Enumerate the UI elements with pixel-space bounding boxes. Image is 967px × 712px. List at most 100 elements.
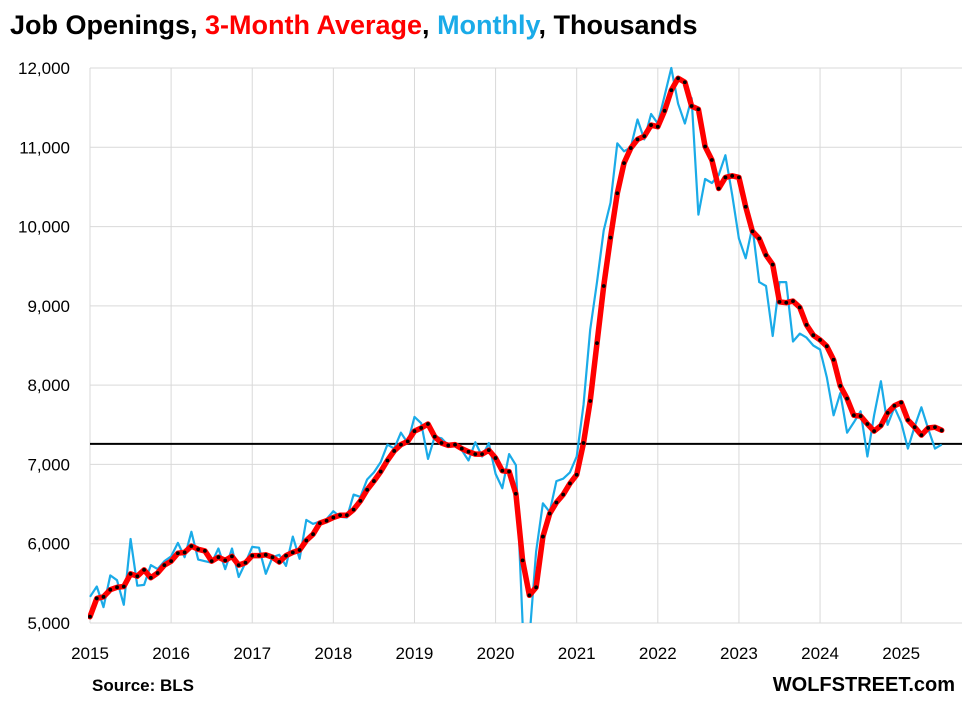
average-point [290,550,295,555]
average-point [439,441,444,445]
y-tick-label: 7,000 [27,455,70,474]
source-note: Source: BLS [92,676,195,695]
x-tick-label: 2017 [233,644,271,663]
chart-title: Job Openings, 3-Month Average, Monthly, … [10,10,698,41]
average-point [412,429,417,434]
average-point [473,452,478,457]
average-point [716,186,721,191]
average-point [926,426,931,430]
average-point [243,560,248,565]
average-point [209,559,214,564]
average-point [378,469,383,474]
average-point [527,593,532,598]
average-point [250,553,255,558]
average-point [317,521,322,525]
average-point [554,500,559,505]
average-point [791,299,795,303]
gridlines [89,67,962,624]
average-point [175,551,180,556]
average-point [601,284,606,288]
average-point [906,418,910,422]
average-point [628,146,633,150]
average-point [331,515,336,520]
average-point [899,400,904,405]
average-point [392,449,397,453]
average-point [649,123,653,127]
average-point [534,585,539,590]
average-point [703,144,708,149]
average-point [426,422,430,426]
average-point [405,439,410,444]
x-tick-label: 2022 [639,644,677,663]
average-point [878,423,883,428]
average-point [500,468,505,473]
average-point [311,532,315,537]
average-point [101,594,106,599]
series-group [88,66,945,623]
average-point [432,434,437,439]
monthly-series-line [89,66,943,623]
average-point [939,428,944,433]
average-point [845,396,849,401]
average-point [88,614,92,619]
average-point [459,446,464,451]
x-tick-label: 2015 [71,644,109,663]
average-point [466,449,471,454]
y-tick-label: 10,000 [18,218,70,237]
average-point [372,479,376,483]
average-point [757,236,762,241]
average-point [540,534,545,539]
title-part-3: , [422,10,438,40]
average-point [365,487,370,492]
average-point [696,107,701,112]
average-point [797,305,802,310]
average-point [513,491,518,496]
title-part-1: Job Openings, [10,10,206,40]
average-point [568,481,572,486]
y-tick-label: 5,000 [27,614,70,633]
average-point [480,452,484,457]
average-point [750,229,755,234]
title-part-average: 3-Month Average [205,10,423,40]
average-point [689,104,694,108]
average-point [615,191,620,196]
axes: 5,000 6,000 7,000 8,000 9,000 10,000 11,000 12,… [18,59,920,663]
average-point [804,322,809,327]
average-point [919,433,924,437]
average-point [108,587,113,592]
average-point [933,425,937,430]
average-point [858,414,863,418]
average-point [351,507,356,512]
average-point [723,175,728,180]
average-point [338,513,343,518]
average-point [189,544,194,548]
average-point [892,403,897,408]
x-tick-label: 2018 [314,644,352,663]
x-tick-label: 2024 [801,644,839,663]
average-point [135,574,140,579]
average-point [344,513,349,518]
average-point [169,559,174,564]
average-point [764,253,768,258]
average-point [588,399,593,403]
average-point [162,563,167,568]
average-point [142,567,146,572]
average-point [493,456,498,460]
average-point [486,448,491,453]
average-point [811,333,816,338]
average-point [642,134,647,139]
average-point [912,425,917,430]
average-point [730,173,735,178]
average-point [304,538,309,543]
x-tick-label: 2020 [477,644,515,663]
average-point [507,469,512,474]
average-point [669,88,674,93]
average-point [743,204,748,209]
average-point [824,344,829,349]
average-point [257,553,261,558]
brand-watermark: WOLFSTREET.com [772,674,955,696]
x-tick-label: 2021 [558,644,596,663]
title-part-5: , Thousands [538,10,698,40]
y-tick-label: 11,000 [19,138,70,157]
